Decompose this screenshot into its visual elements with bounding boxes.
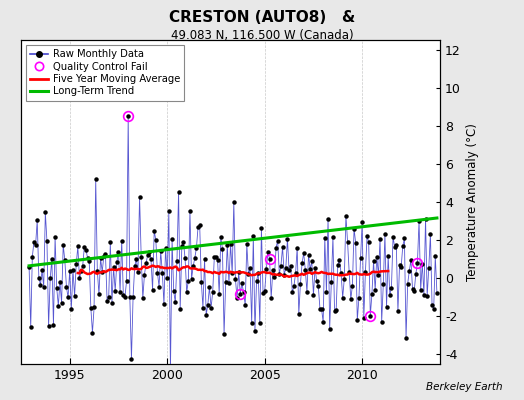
Text: CRESTON (AUTO8)   &: CRESTON (AUTO8) & (169, 10, 355, 25)
Y-axis label: Temperature Anomaly (°C): Temperature Anomaly (°C) (466, 123, 479, 281)
Text: Berkeley Earth: Berkeley Earth (427, 382, 503, 392)
Text: 49.083 N, 116.500 W (Canada): 49.083 N, 116.500 W (Canada) (171, 29, 353, 42)
Legend: Raw Monthly Data, Quality Control Fail, Five Year Moving Average, Long-Term Tren: Raw Monthly Data, Quality Control Fail, … (26, 45, 184, 100)
